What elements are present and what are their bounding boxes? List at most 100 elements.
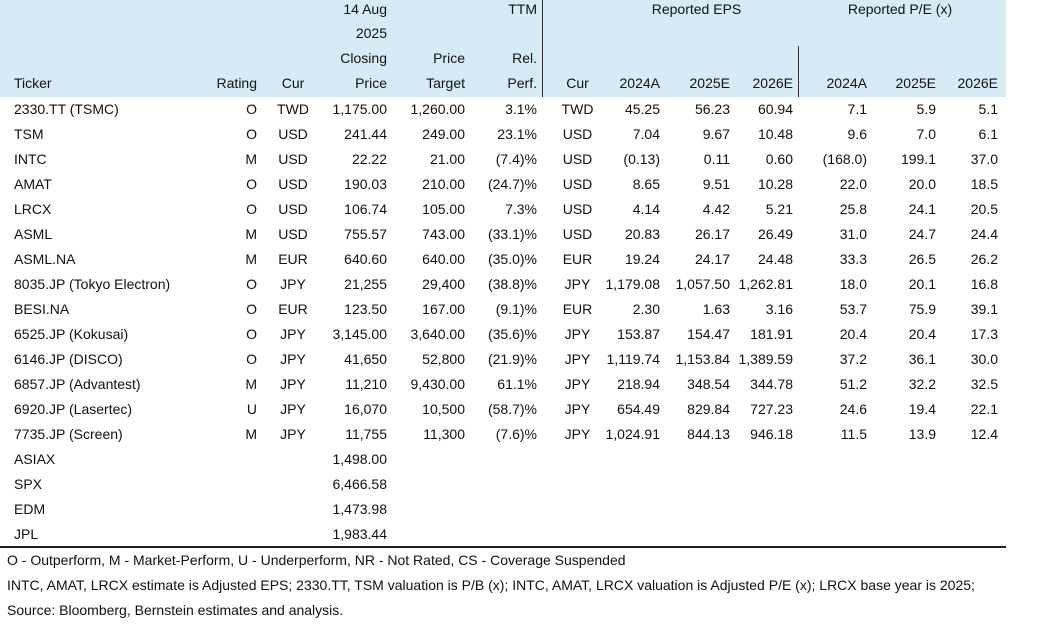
cell-target: 743.00	[422, 226, 465, 242]
cell-close: 106.74	[344, 201, 387, 217]
cell-pe25: 20.0	[908, 176, 936, 192]
cell-rel: 23.1%	[497, 126, 537, 142]
cell-pe24: 22.0	[839, 176, 867, 192]
cell-cur: JPY	[280, 276, 306, 292]
cell-pe26: 5.1	[978, 101, 998, 117]
cell-rel: (35.6)%	[487, 326, 537, 342]
cell-eps24: 218.94	[617, 376, 660, 392]
cell-ticker: ASML.NA	[14, 251, 76, 267]
cell-pe24: 11.5	[840, 426, 867, 442]
cell-ticker: 6146.JP (DISCO)	[14, 351, 123, 367]
cell-pe25: 26.5	[908, 251, 936, 267]
cell-target: 29,400	[422, 276, 465, 292]
cell-ticker: JPL	[14, 526, 39, 542]
cell-eps25: 348.54	[687, 376, 730, 392]
cell-rel: (21.9)%	[487, 351, 537, 367]
cell-close: 241.44	[344, 126, 387, 142]
cell-rel: 61.1%	[497, 376, 537, 392]
cell-pe26: 12.4	[970, 426, 998, 442]
cell-ticker: EDM	[14, 501, 46, 517]
cell-target: 1,260.00	[410, 101, 466, 117]
cell-pe24: 37.2	[839, 351, 867, 367]
cell-cur: JPY	[280, 426, 306, 442]
header-cell-rel: Rel.	[512, 50, 537, 66]
cell-eps24: 4.14	[632, 201, 660, 217]
header-cell-ttm: TTM	[508, 1, 537, 17]
cell-close: 190.03	[344, 176, 387, 192]
header-cell-date-line2: 2025	[355, 25, 387, 41]
cell-eps24: 19.24	[624, 251, 660, 267]
cell-pe25: 13.9	[908, 426, 936, 442]
cell-close: 640.60	[344, 251, 387, 267]
cell-target: 167.00	[422, 301, 465, 317]
cell-cur2: JPY	[564, 326, 591, 342]
cell-pe24: 20.4	[839, 326, 867, 342]
cell-eps25: 4.42	[702, 201, 730, 217]
cell-pe26: 20.5	[970, 201, 998, 217]
cell-eps26: 344.78	[750, 376, 793, 392]
cell-eps24: 654.49	[617, 401, 660, 417]
cell-cur2: JPY	[564, 276, 591, 292]
cell-cur2: USD	[562, 176, 593, 192]
cell-pe26: 32.5	[970, 376, 998, 392]
cell-cur: USD	[278, 126, 308, 142]
cell-pe25: 20.1	[908, 276, 936, 292]
cell-eps26: 10.48	[757, 126, 793, 142]
cell-pe24: 33.3	[839, 251, 867, 267]
rating-legend: O - Outperform, M - Market-Perform, U - …	[7, 552, 626, 568]
cell-rating: O	[246, 126, 257, 142]
cell-cur2: USD	[562, 151, 593, 167]
cell-pe26: 24.4	[970, 226, 998, 242]
header-cell-cur: Cur	[281, 75, 305, 91]
cell-pe24: 7.1	[847, 101, 867, 117]
cell-eps25: 154.47	[687, 326, 730, 342]
footnote: INTC, AMAT, LRCX estimate is Adjusted EP…	[7, 577, 975, 593]
cell-eps26: 946.18	[750, 426, 793, 442]
cell-rating: O	[246, 276, 257, 292]
cell-close: 1,983.44	[332, 526, 388, 542]
cell-close: 11,210	[345, 376, 387, 392]
cell-eps26: 24.48	[757, 251, 793, 267]
cell-eps25: 1.63	[702, 301, 730, 317]
cell-eps26: 1,262.81	[738, 276, 794, 292]
cell-pe25: 5.9	[916, 101, 936, 117]
cell-ticker: 8035.JP (Tokyo Electron)	[14, 276, 171, 292]
cell-eps24: 45.25	[624, 101, 660, 117]
header-cell-reported-eps: Reported EPS	[651, 1, 742, 17]
cell-cur: USD	[278, 201, 308, 217]
cell-pe26: 22.1	[970, 401, 998, 417]
cell-pe25: 24.1	[908, 201, 936, 217]
cell-close: 123.50	[344, 301, 387, 317]
cell-cur2: JPY	[564, 401, 591, 417]
header-cell-cur2: Cur	[566, 75, 589, 91]
cell-close: 41,650	[344, 351, 387, 367]
cell-ticker: INTC	[14, 151, 47, 167]
cell-pe26: 17.3	[970, 326, 998, 342]
cell-ticker: SPX	[14, 476, 43, 492]
header-cell-eps-2025: 2025E	[689, 75, 730, 91]
cell-close: 1,175.00	[332, 101, 388, 117]
cell-pe26: 37.0	[970, 151, 998, 167]
cell-rel: (35.0)%	[487, 251, 537, 267]
cell-close: 1,498.00	[332, 451, 388, 467]
cell-cur2: USD	[562, 226, 593, 242]
cell-target: 249.00	[422, 126, 465, 142]
cell-target: 210.00	[422, 176, 465, 192]
cell-rel: (9.1)%	[495, 301, 537, 317]
header-divider-left	[542, 0, 543, 97]
cell-close: 21,255	[344, 276, 387, 292]
header-cell-rating: Rating	[216, 75, 257, 91]
header-cell-pe-2024: 2024A	[826, 75, 867, 91]
cell-eps25: 829.84	[687, 401, 730, 417]
cell-pe24: 51.2	[839, 376, 867, 392]
cell-pe24: 31.0	[839, 226, 867, 242]
cell-ticker: AMAT	[14, 176, 52, 192]
cell-eps24: 1,179.08	[605, 276, 661, 292]
header-divider-right	[798, 46, 799, 97]
header-cell-date-line1: 14 Aug	[343, 1, 387, 17]
cell-eps24: 1,119.74	[606, 351, 660, 367]
cell-eps25: 24.17	[694, 251, 730, 267]
cell-cur: JPY	[280, 326, 306, 342]
cell-close: 11,755	[345, 426, 387, 442]
cell-rel: 3.1%	[505, 101, 537, 117]
